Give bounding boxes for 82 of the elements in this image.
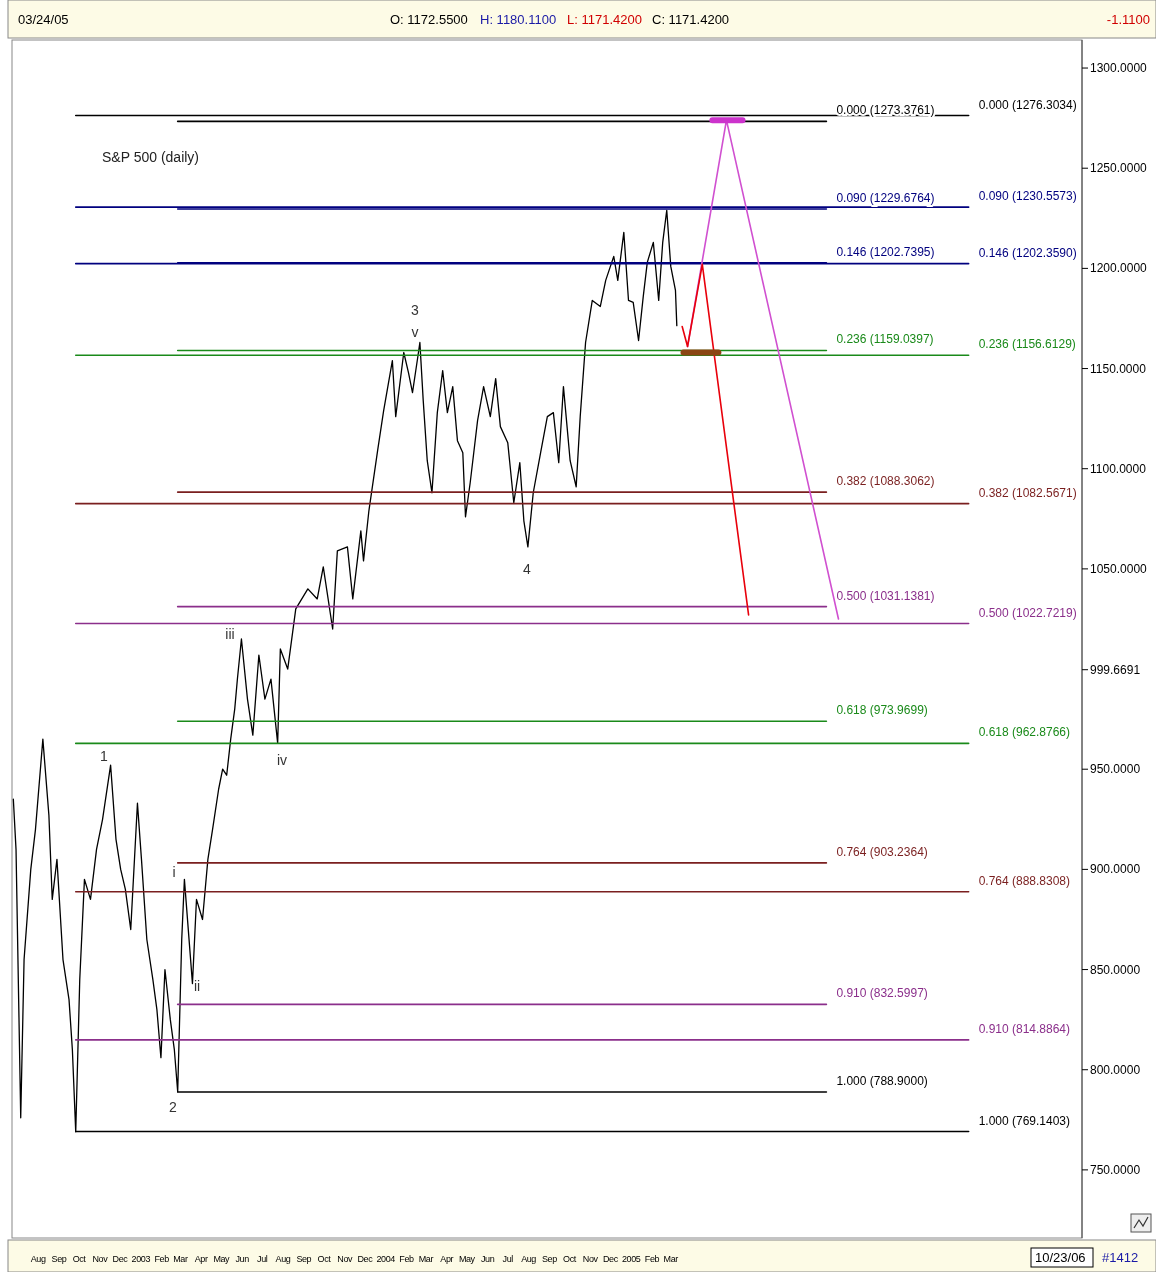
annotation: 1	[100, 748, 109, 764]
x-tick-label: 2003	[131, 1254, 151, 1264]
x-tick-label: Dec	[357, 1254, 374, 1264]
y-tick-label: 1100.0000	[1090, 461, 1147, 476]
annotation: i	[172, 864, 176, 880]
text: S&P 500 (daily)	[102, 149, 200, 165]
series-label: 0.000 (1276.3034)	[978, 97, 1077, 112]
text: H: 1180.1100	[480, 12, 557, 27]
x-tick-label: Dec	[112, 1254, 129, 1264]
series-label: 0.090 (1230.5573)	[978, 189, 1077, 204]
annotation: iv	[276, 752, 288, 768]
series-label: 0.910 (814.8864)	[978, 1021, 1071, 1036]
x-tick-label: 2005	[621, 1254, 641, 1264]
series-label: 0.236 (1156.6129)	[978, 337, 1076, 352]
x-tick-label: Apr	[194, 1254, 208, 1264]
x-tick-label: Jun	[235, 1254, 250, 1264]
series-label: 0.500 (1031.1381)	[836, 588, 935, 603]
series-label: 0.382 (1082.5671)	[978, 485, 1077, 500]
y-tick-label: 1300.0000	[1090, 61, 1148, 76]
x-tick-label: Mar	[418, 1254, 434, 1264]
annotation: 2	[169, 1099, 178, 1115]
text: 10/23/06	[1035, 1250, 1086, 1265]
series-label: 1.000 (769.1403)	[978, 1113, 1071, 1128]
text: #1412	[1102, 1250, 1139, 1265]
x-tick-label: Feb	[399, 1254, 414, 1264]
x-tick-label: Sep	[541, 1254, 558, 1264]
text: O: 1172.5500	[390, 12, 468, 27]
x-tick-label: Feb	[154, 1254, 170, 1264]
y-tick-label: 850.0000	[1090, 962, 1141, 977]
series-label: 0.764 (888.8308)	[978, 873, 1071, 888]
x-tick-label: Jun	[480, 1254, 495, 1264]
series-label: 0.500 (1022.7219)	[978, 605, 1077, 620]
x-tick-label: Nov	[92, 1254, 109, 1264]
x-tick-label: Mar	[663, 1254, 679, 1264]
x-tick-label: Dec	[602, 1254, 619, 1264]
series-label: 0.382 (1088.3062)	[836, 474, 935, 489]
y-tick-label: 900.0000	[1090, 862, 1141, 877]
series-label: 0.618 (962.8766)	[978, 725, 1071, 740]
y-tick-label: 1200.0000	[1090, 261, 1148, 276]
x-tick-label: Oct	[563, 1254, 577, 1264]
text: L: 1171.4200	[567, 12, 642, 27]
y-tick-label: 1050.0000	[1090, 561, 1148, 576]
series-label: 1.000 (788.9000)	[836, 1073, 928, 1088]
x-tick-label: May	[213, 1254, 231, 1264]
y-tick-label: 1150.0000	[1090, 361, 1147, 376]
x-tick-label: Feb	[644, 1254, 660, 1264]
annotation: 4	[523, 561, 532, 577]
series-label: 0.236 (1159.0397)	[836, 332, 934, 347]
x-tick-label: Aug	[521, 1254, 537, 1264]
x-tick-label: Sep	[296, 1254, 312, 1264]
y-tick-label: 999.6691	[1090, 662, 1141, 677]
x-tick-label: Aug	[30, 1254, 46, 1264]
text: 03/24/05	[18, 12, 69, 27]
x-tick-label: May	[458, 1254, 476, 1264]
x-tick-label: Oct	[317, 1254, 332, 1264]
y-tick-label: 950.0000	[1090, 762, 1141, 777]
series-label: 0.000 (1273.3761)	[836, 103, 935, 118]
x-tick-label: Aug	[275, 1254, 291, 1264]
annotation: iii	[225, 626, 235, 642]
x-tick-label: Nov	[337, 1254, 354, 1264]
x-tick-label: Jul	[502, 1254, 514, 1264]
x-tick-label: Nov	[582, 1254, 599, 1264]
x-tick-label: Jul	[257, 1254, 268, 1264]
x-tick-label: Oct	[72, 1254, 87, 1264]
annotation: 3	[411, 302, 420, 318]
y-tick-label: 1250.0000	[1090, 161, 1148, 176]
series-label: 0.090 (1229.6764)	[836, 190, 935, 205]
series-label: 0.764 (903.2364)	[836, 844, 928, 859]
x-tick-label: 2004	[376, 1254, 396, 1264]
x-tick-label: Mar	[173, 1254, 188, 1264]
annotation: v	[411, 324, 419, 340]
text: -1.1100	[1106, 12, 1150, 27]
y-tick-label: 750.0000	[1090, 1162, 1141, 1177]
series-label: 0.146 (1202.7395)	[836, 244, 935, 259]
series-label: 0.910 (832.5997)	[836, 986, 928, 1001]
x-tick-label: Apr	[440, 1254, 454, 1264]
series-label: 0.618 (973.9699)	[836, 703, 928, 718]
y-tick-label: 800.0000	[1090, 1062, 1141, 1077]
text: C: 1171.4200	[652, 12, 730, 27]
x-tick-label: Sep	[51, 1254, 67, 1264]
annotation: ii	[193, 978, 201, 994]
series-label: 0.146 (1202.3590)	[978, 245, 1077, 260]
